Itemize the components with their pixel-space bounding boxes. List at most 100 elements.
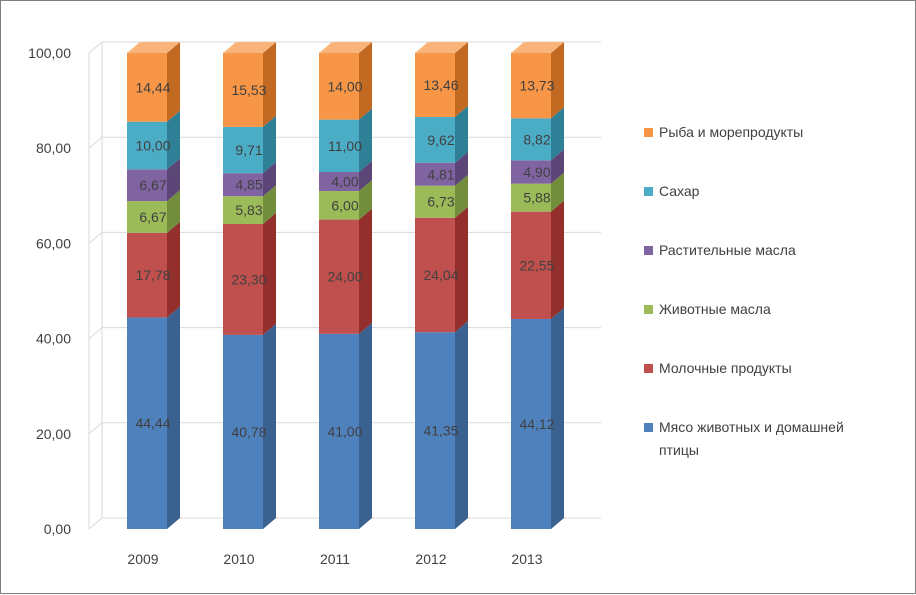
bar-segment-side xyxy=(359,208,372,334)
data-labels: 44,44 17,78 6,67 6,67 10,00 14,44 40,78 23,30 5,… xyxy=(135,77,554,440)
data-label: 4,85 xyxy=(235,177,262,193)
bar-segment xyxy=(511,183,551,212)
bar-segment-side xyxy=(263,323,276,529)
bar-segment-side xyxy=(263,185,276,224)
y-tick-label: 100,00 xyxy=(28,45,71,61)
bar-segment-side xyxy=(263,212,276,335)
bar-segment xyxy=(127,169,167,202)
bar-segment-side xyxy=(167,221,180,318)
legend-label: Мясо животных и домашней птицы xyxy=(659,419,844,458)
data-label: 23,30 xyxy=(231,271,266,287)
data-label: 11,00 xyxy=(328,138,362,154)
bar-segment xyxy=(319,191,359,220)
bar-segment-side xyxy=(455,106,468,163)
data-label: 8,82 xyxy=(523,131,550,147)
bar-segment-top xyxy=(415,41,468,53)
data-label: 24,04 xyxy=(423,267,458,283)
bar-segment-top xyxy=(319,42,372,53)
legend-label: Животные масла xyxy=(659,301,771,317)
bar-segment xyxy=(415,162,455,186)
data-label: 41,00 xyxy=(327,423,362,439)
data-label: 44,12 xyxy=(519,416,554,432)
bar-segment xyxy=(415,52,455,118)
bar-segment-side xyxy=(551,42,564,119)
data-label: 13,73 xyxy=(519,78,554,94)
y-tick-label: 80,00 xyxy=(36,140,71,156)
bar-segment xyxy=(223,196,263,224)
bar-segment xyxy=(223,173,263,197)
legend: Рыба и морепродукты Сахар Растительные мас… xyxy=(644,124,844,458)
bar-segment-side xyxy=(551,307,564,529)
bar-segment-side xyxy=(455,206,468,333)
legend-swatch xyxy=(644,364,653,373)
data-label: 9,71 xyxy=(235,142,262,158)
bar-segment xyxy=(511,211,551,319)
data-label: 40,78 xyxy=(231,424,266,440)
x-tick-label: 2012 xyxy=(415,551,446,567)
data-label: 4,81 xyxy=(427,166,454,182)
bar-segment-side xyxy=(359,322,372,529)
bar-segment xyxy=(223,126,263,174)
data-label: 5,83 xyxy=(235,202,262,218)
legend-swatch xyxy=(644,187,653,196)
x-tick-label: 2013 xyxy=(511,551,542,567)
bar-segment xyxy=(415,117,455,163)
gridline-diagonal xyxy=(88,517,103,530)
x-axis: 2009 2010 2011 2012 2013 xyxy=(127,551,542,567)
data-label: 41,35 xyxy=(423,423,458,439)
bar-segment xyxy=(319,119,359,172)
y-axis: 0,00 20,00 40,00 60,00 80,00 100,00 xyxy=(28,45,71,537)
data-label: 44,44 xyxy=(135,415,170,431)
data-label: 4,00 xyxy=(331,174,358,190)
gridline-diagonal xyxy=(88,422,103,435)
data-label: 17,78 xyxy=(135,267,170,283)
bar-segment xyxy=(223,53,263,127)
bar-segment xyxy=(127,53,167,122)
bar-segment xyxy=(127,317,167,529)
bar-segment-side xyxy=(263,162,276,197)
bars xyxy=(127,41,564,529)
bar-segment xyxy=(319,172,359,192)
bar-segment-side xyxy=(167,190,180,233)
data-label: 15,53 xyxy=(231,82,266,98)
x-tick-label: 2011 xyxy=(320,551,350,567)
gridline-diagonal xyxy=(88,232,103,244)
bar-segment-side xyxy=(551,107,564,161)
gridline-diagonal xyxy=(88,41,103,54)
bar-segment-top xyxy=(511,42,564,53)
data-label: 13,46 xyxy=(423,77,458,93)
bar-segment xyxy=(223,334,263,529)
bar-segment-side xyxy=(167,306,180,529)
bar-segment xyxy=(223,223,263,335)
data-label: 10,00 xyxy=(135,138,170,154)
bar-segment-side xyxy=(551,200,564,319)
bar-segment-side xyxy=(359,42,372,120)
data-label: 9,62 xyxy=(427,132,454,148)
bar-segment-side xyxy=(455,174,468,218)
bar-segment xyxy=(127,121,167,170)
gridline-diagonal xyxy=(88,327,103,339)
legend-swatch xyxy=(644,423,653,432)
data-label: 14,44 xyxy=(135,79,170,95)
bar-segment xyxy=(415,217,455,333)
bar-segment-side xyxy=(263,115,276,174)
bar-segment xyxy=(415,185,455,218)
bar-segment-side xyxy=(263,42,276,127)
y-tick-label: 0,00 xyxy=(44,521,71,537)
data-label: 6,67 xyxy=(139,209,166,225)
data-label: 4,90 xyxy=(523,164,550,180)
x-tick-label: 2009 xyxy=(127,551,158,567)
data-label: 14,00 xyxy=(327,78,362,94)
bar-segment xyxy=(511,118,551,161)
bar-segment-side xyxy=(167,110,180,170)
y-tick-label: 20,00 xyxy=(36,426,71,442)
bar-segment xyxy=(127,232,167,318)
data-label: 6,73 xyxy=(427,194,454,210)
bar-segment-side xyxy=(455,151,468,186)
legend-label: Растительные масла xyxy=(659,242,796,258)
legend-swatch xyxy=(644,305,653,314)
legend-swatch xyxy=(644,128,653,137)
legend-label: Молочные продукты xyxy=(659,360,792,376)
